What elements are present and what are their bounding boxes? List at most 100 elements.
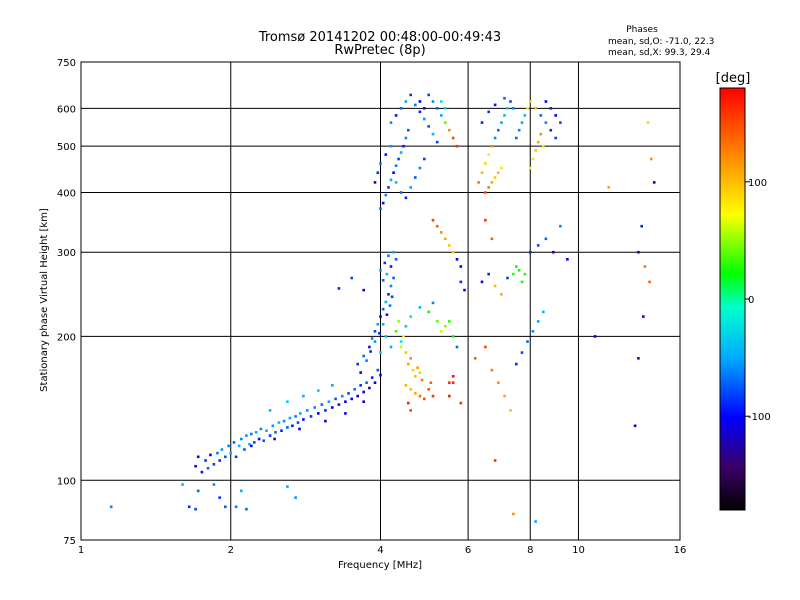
data-point [544,121,548,124]
data-point [373,340,377,343]
data-point [414,103,417,107]
data-point [448,128,451,132]
data-point [399,340,403,343]
data-point [302,394,305,398]
data-point [487,272,490,276]
data-point [529,100,532,103]
data-point [288,416,292,420]
data-point [529,166,532,170]
data-point [245,507,248,511]
data-point [392,250,395,254]
data-point [392,276,395,280]
data-point [378,332,381,335]
data-point [344,400,347,403]
data-point [523,272,527,276]
data-point [493,459,497,462]
data-point [376,171,380,174]
data-point [451,381,455,384]
data-point [544,237,548,241]
data-point [531,330,535,333]
data-point [517,269,521,272]
data-point [379,207,382,210]
data-point [388,304,392,307]
data-point [250,444,253,448]
data-point [637,357,640,360]
data-point [404,196,408,200]
data-point [414,176,417,179]
data-point [526,107,529,110]
data-point [431,394,435,398]
data-point [268,409,272,412]
data-point [347,392,350,395]
data-point [356,362,359,366]
data-point [362,390,365,394]
data-point [350,397,353,401]
data-point [331,406,334,409]
data-point [243,448,246,451]
data-point [356,394,359,398]
data-point [451,375,455,378]
data-point [379,351,382,354]
data-point [554,136,557,140]
data-point [512,512,515,516]
data-point [194,464,197,468]
data-point [526,340,529,343]
chart-title: Tromsø 20141202 00:48:00-00:49:43 [258,30,501,45]
data-point [418,306,422,309]
data-point [379,162,382,165]
data-point [459,401,463,405]
data-point [384,335,388,338]
data-point [389,144,393,148]
data-point [444,325,447,328]
data-point [240,489,243,493]
data-point [643,265,647,268]
data-point [317,389,320,392]
data-point [440,231,443,234]
data-point [503,96,506,100]
x-tick-label: 1 [78,545,84,556]
data-point [390,295,394,299]
data-point [427,310,430,314]
data-point [399,191,403,194]
colorbar [719,87,746,511]
data-point [517,128,521,132]
data-point [376,323,380,326]
data-point [379,315,382,318]
data-point [429,381,433,384]
data-point [381,279,385,282]
data-point [392,171,395,174]
data-point [240,437,243,441]
data-point [493,284,497,288]
data-point [350,276,353,280]
data-point [196,455,200,459]
data-point [294,415,297,418]
data-point [484,191,487,194]
data-point [368,386,371,390]
data-point [324,409,327,412]
data-point [607,186,610,189]
data-point [418,100,422,103]
data-point [506,276,509,280]
data-point [385,313,389,316]
chart-subtitle: RwPretec (8p) [334,43,425,58]
data-point [418,110,422,114]
data-point [451,136,455,140]
data-point [480,280,484,284]
colorbar-label: [deg] [716,71,751,86]
data-point [448,394,451,398]
data-point [593,335,597,338]
stats-title: Phases [626,25,658,35]
data-point [404,325,408,328]
data-point [427,125,430,128]
data-point [181,483,184,486]
data-point [515,362,518,366]
data-point [649,157,653,161]
y-tick-label: 200 [57,332,76,343]
data-point [373,181,377,184]
data-point [291,424,294,428]
y-tick-label: 500 [57,142,76,153]
data-point [359,384,362,387]
data-point [423,397,426,401]
data-point [394,330,398,333]
data-point [455,258,459,261]
